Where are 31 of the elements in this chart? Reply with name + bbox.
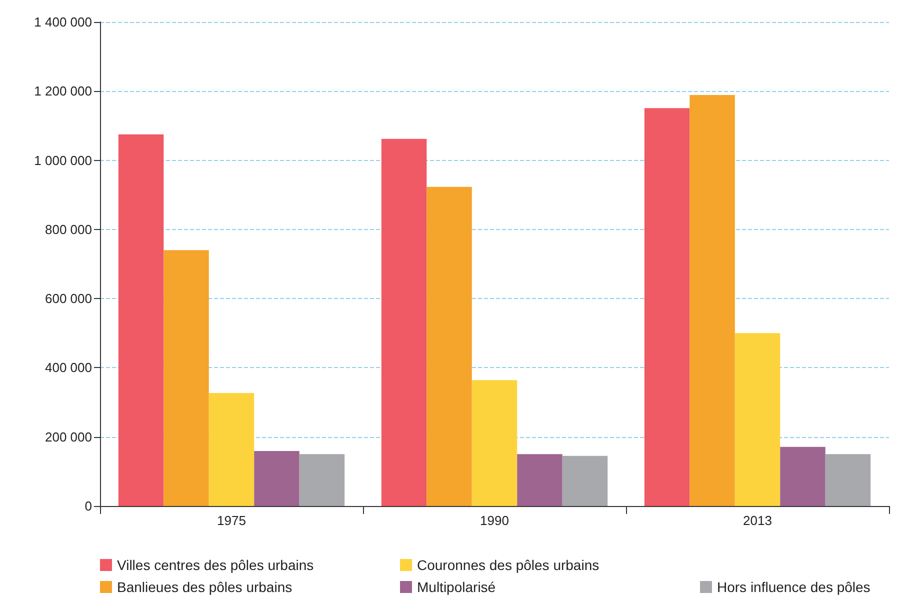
legend-label: Villes centres des pôles urbains [117,557,314,573]
y-tick-label: 200 000 [45,429,92,444]
bar [426,186,472,506]
y-tick-label: 600 000 [45,291,92,306]
y-tick-label: 1 000 000 [34,152,92,168]
y-tick-label: 1 200 000 [34,84,92,99]
bar [825,454,871,506]
y-tick-label: 400 000 [45,360,92,376]
bar [517,454,562,506]
y-tick-label: 800 000 [45,222,92,237]
x-tick-label: 1975 [217,513,246,528]
bar [562,456,608,506]
legend-label: Hors influence des pôles [717,579,870,595]
y-tick-label: 0 [84,498,92,514]
x-tick-label: 2013 [743,513,772,528]
bar [780,446,826,506]
bar [164,250,209,506]
bar [644,108,690,506]
bar [299,454,345,506]
bar [254,451,300,506]
bar [472,380,518,506]
bar [208,392,254,506]
legend-label: Multipolarisé [417,579,496,595]
bar [690,94,735,506]
y-tick-label: 1 400 000 [34,14,92,30]
x-tick-label: 1990 [480,513,509,528]
legend-label: Couronnes des pôles urbains [417,557,600,573]
legend-label: Banlieues des pôles urbains [117,579,292,595]
bar [381,138,427,506]
bar [734,333,780,506]
bar [118,134,164,506]
